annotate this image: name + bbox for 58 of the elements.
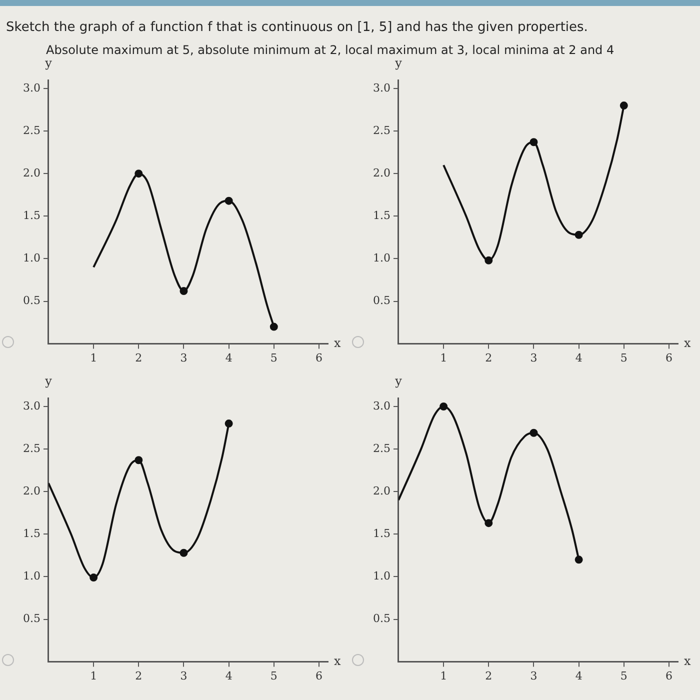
y-tick-label: 2.5 xyxy=(372,124,390,137)
y-axis-title: y xyxy=(44,56,52,70)
y-tick-label: 2.0 xyxy=(372,484,390,498)
x-tick-label: 6 xyxy=(315,351,322,364)
x-axis-title: x xyxy=(334,336,341,350)
y-axis-title: y xyxy=(394,374,402,388)
y-axis-title: y xyxy=(44,374,52,388)
x-tick-label: 4 xyxy=(575,351,582,364)
x-tick-label: 1 xyxy=(90,669,98,682)
x-tick-label: 3 xyxy=(180,669,188,682)
y-tick-label: 3.0 xyxy=(372,81,390,94)
x-axis-title: x xyxy=(684,654,691,668)
y-tick-label: 3.0 xyxy=(372,399,390,412)
chart-subtitle: Absolute maximum at 5, absolute minimum at 2, local maximum at 3, local minima at 2 and 4 xyxy=(46,43,616,57)
y-tick-label: 3.0 xyxy=(22,81,40,94)
y-tick-label: 1.5 xyxy=(372,527,390,540)
x-tick-label: 4 xyxy=(225,351,232,364)
x-tick-label: 1 xyxy=(90,351,98,364)
x-tick-label: 3 xyxy=(530,669,538,682)
y-tick-label: 2.5 xyxy=(22,442,40,455)
y-tick-label: 0.5 xyxy=(372,294,390,308)
x-tick-label: 6 xyxy=(665,669,672,682)
y-tick-label: 1.0 xyxy=(372,570,390,583)
chart-title: Sketch the graph of a function f that is continuous on [1, 5] and has the given properties. xyxy=(6,20,589,35)
x-tick-label: 1 xyxy=(440,669,448,682)
x-tick-label: 2 xyxy=(135,669,142,682)
x-tick-label: 6 xyxy=(665,351,672,364)
y-tick-label: 1.5 xyxy=(22,209,40,222)
x-axis-title: x xyxy=(684,336,691,350)
y-tick-label: 2.0 xyxy=(372,166,390,180)
y-axis-title: y xyxy=(394,56,402,70)
y-tick-label: 1.0 xyxy=(22,252,40,265)
x-tick-label: 2 xyxy=(485,351,492,364)
y-tick-label: 0.5 xyxy=(22,294,40,308)
y-tick-label: 2.5 xyxy=(372,442,390,455)
x-tick-label: 5 xyxy=(620,669,628,682)
x-tick-label: 4 xyxy=(575,669,582,682)
x-tick-label: 3 xyxy=(180,351,188,364)
y-tick-label: 3.0 xyxy=(22,399,40,412)
y-tick-label: 2.5 xyxy=(22,124,40,137)
x-tick-label: 3 xyxy=(530,351,538,364)
x-tick-label: 5 xyxy=(270,669,278,682)
x-tick-label: 4 xyxy=(225,669,232,682)
y-tick-label: 1.5 xyxy=(372,209,390,222)
x-tick-label: 1 xyxy=(440,351,448,364)
y-tick-label: 1.5 xyxy=(22,527,40,540)
y-tick-label: 1.0 xyxy=(372,252,390,265)
x-tick-label: 2 xyxy=(485,669,492,682)
x-axis-title: x xyxy=(334,654,341,668)
y-tick-label: 2.0 xyxy=(22,484,40,498)
x-tick-label: 6 xyxy=(315,669,322,682)
x-tick-label: 2 xyxy=(135,351,142,364)
y-tick-label: 1.0 xyxy=(22,570,40,583)
y-tick-label: 0.5 xyxy=(22,612,40,626)
x-tick-label: 5 xyxy=(620,351,628,364)
x-tick-label: 5 xyxy=(270,351,278,364)
y-tick-label: 2.0 xyxy=(22,166,40,180)
y-tick-label: 0.5 xyxy=(372,612,390,626)
